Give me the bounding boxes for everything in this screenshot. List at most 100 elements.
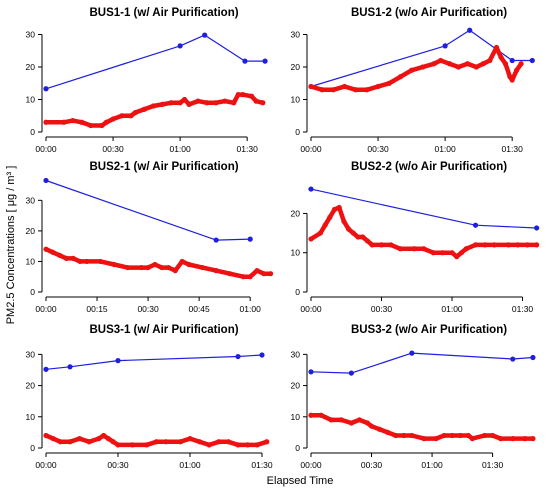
- y-tick-label: 10: [26, 256, 36, 266]
- red-series-point: [43, 119, 49, 125]
- y-tick-label: 30: [26, 195, 36, 205]
- red-series-point: [330, 87, 336, 93]
- red-series-point: [455, 64, 462, 70]
- red-series-point: [128, 113, 134, 119]
- red-series-point: [489, 432, 496, 439]
- chart-title: BUS2-2 (w/o Air Purification): [351, 161, 507, 173]
- chart-title: BUS3-2 (w/o Air Purification): [351, 324, 507, 336]
- red-series-point: [177, 100, 183, 106]
- red-series-point: [179, 258, 185, 265]
- red-series-point: [464, 61, 471, 67]
- red-series-point: [138, 264, 144, 271]
- y-tick-label: 10: [26, 412, 36, 422]
- red-series-point: [195, 98, 201, 104]
- red-series-point: [441, 432, 447, 439]
- red-series-point: [515, 242, 521, 248]
- red-series-point: [518, 61, 524, 67]
- red-series-point: [446, 61, 453, 67]
- x-tick-label: 01:00: [179, 460, 201, 470]
- red-series-point: [204, 100, 210, 106]
- x-tick-label: 00:30: [102, 144, 124, 154]
- chart-title: BUS3-1 (w/ Air Purification): [89, 324, 238, 336]
- blue-series-point: [213, 237, 219, 243]
- red-series-point: [421, 436, 427, 442]
- y-tick-label: 20: [26, 62, 36, 72]
- red-series-point: [70, 118, 76, 124]
- red-series-line: [308, 45, 524, 93]
- blue-series-line: [45, 179, 251, 241]
- red-series-point: [514, 67, 520, 73]
- red-series-point: [509, 77, 515, 83]
- blue-series-point: [467, 27, 473, 33]
- y-tick-label: 0: [30, 287, 35, 297]
- y-tick-label: 20: [291, 381, 301, 391]
- blue-series-point: [442, 43, 448, 49]
- y-tick-label: 0: [295, 127, 300, 137]
- red-series-point: [465, 432, 471, 439]
- red-series-point: [336, 204, 342, 211]
- x-tick-label: 01:30: [237, 144, 259, 154]
- red-series-point: [350, 230, 356, 236]
- red-series-line: [43, 92, 266, 128]
- red-series-point: [308, 83, 314, 90]
- red-series-point: [99, 122, 105, 129]
- red-series-point: [145, 264, 151, 271]
- red-series-point: [199, 264, 206, 271]
- red-series-point: [261, 271, 267, 277]
- blue-series-point: [247, 236, 253, 242]
- red-series-point: [430, 250, 436, 256]
- red-series-point: [472, 242, 479, 248]
- x-tick-label: 00:45: [188, 304, 210, 314]
- red-series-point: [187, 436, 193, 442]
- blue-series-point: [308, 369, 314, 375]
- red-series-point: [43, 246, 49, 252]
- red-series-point: [254, 268, 260, 274]
- red-series-point: [129, 442, 135, 448]
- red-series-point: [346, 226, 352, 232]
- x-tick-label: 00:00: [300, 304, 322, 314]
- y-tick-label: 20: [26, 381, 36, 391]
- red-series-point: [449, 432, 455, 439]
- red-series-point: [86, 439, 92, 445]
- red-series-point: [524, 242, 530, 248]
- y-axis-label: PM2.5 Concentrations [ μg / m³ ]: [5, 166, 17, 325]
- x-tick-label: 01:00: [434, 144, 456, 154]
- blue-series-point: [509, 57, 515, 64]
- red-series-point: [364, 238, 371, 244]
- y-tick-label: 0: [30, 443, 35, 453]
- x-tick-label: 00:30: [367, 144, 389, 154]
- red-series-point: [96, 436, 102, 442]
- red-series-point: [152, 261, 158, 268]
- blue-series-point: [534, 225, 540, 231]
- red-series-point: [79, 119, 85, 125]
- blue-series-line: [45, 34, 266, 90]
- red-series-point: [338, 417, 344, 423]
- x-tick-label: 00:15: [86, 304, 108, 314]
- red-series-point: [440, 250, 446, 256]
- blue-series-point: [409, 350, 415, 356]
- red-series-point: [105, 436, 111, 442]
- y-tick-label: 0: [295, 443, 300, 453]
- chart-panel-1: BUS1-1 (w/ Air Purification) 0 10 20 30 00:00…: [26, 7, 268, 154]
- red-series-point: [77, 258, 83, 265]
- chart-panel-2: BUS1-2 (w/o Air Purification) 0 10 20 30 00:0…: [291, 7, 535, 154]
- red-series-point: [57, 439, 64, 445]
- red-series-point: [216, 439, 222, 445]
- red-series-point: [88, 122, 94, 129]
- red-series-point: [522, 436, 528, 442]
- red-series-point: [397, 74, 404, 80]
- red-series-point: [168, 100, 174, 106]
- red-series-point: [433, 436, 439, 442]
- red-series-point: [159, 264, 165, 271]
- red-series-point: [264, 439, 270, 445]
- red-series-point: [385, 429, 391, 435]
- red-series-point: [84, 258, 90, 265]
- red-series-point: [247, 274, 253, 280]
- red-series-point: [493, 44, 500, 51]
- red-series-point: [240, 92, 246, 98]
- red-series-point: [469, 436, 476, 442]
- chart-title: BUS1-2 (w/o Air Purification): [351, 7, 507, 19]
- red-series-point: [97, 258, 104, 265]
- red-series-point: [322, 222, 328, 228]
- blue-series-point: [43, 86, 49, 92]
